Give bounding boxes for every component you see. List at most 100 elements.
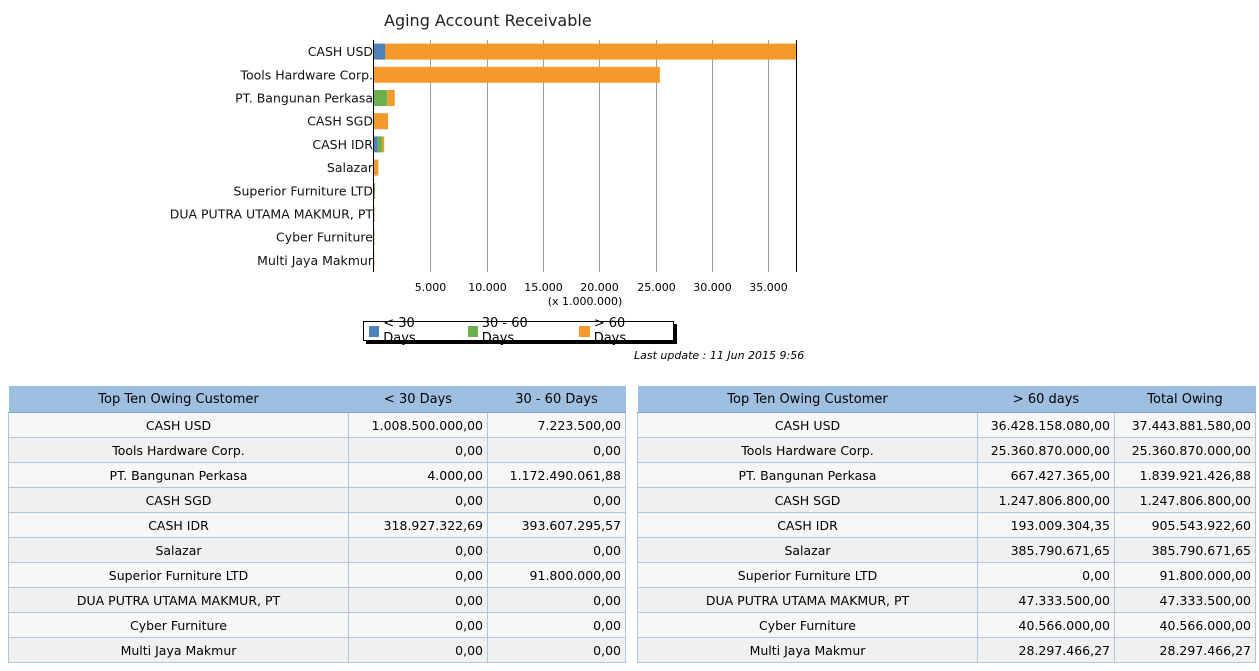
table-row[interactable]: DUA PUTRA UTAMA MAKMUR, PT 0,00 0,00: [8, 587, 626, 613]
amount-cell: 0,00: [348, 487, 488, 513]
amount-cell: 0,00: [487, 587, 626, 613]
customer-name-cell: Salazar: [637, 537, 978, 563]
amount-cell: 0,00: [487, 487, 626, 513]
last-update: Last update : 11 Jun 2015 9:56: [634, 349, 805, 362]
category-label: CASH USD: [308, 44, 373, 59]
table-row[interactable]: CASH SGD 1.247.806.800,00 1.247.806.800,00: [637, 487, 1256, 513]
table-row[interactable]: Tools Hardware Corp. 25.360.870.000,00 25.…: [637, 437, 1256, 463]
bar-segment[interactable]: [387, 90, 395, 106]
right-owing-table: Top Ten Owing Customer > 60 days Total O…: [637, 386, 1256, 663]
customer-name-cell: DUA PUTRA UTAMA MAKMUR, PT: [8, 587, 349, 613]
chart-x-unit-label: (x 1.000.000): [548, 295, 623, 308]
category-label: Tools Hardware Corp.: [239, 67, 373, 82]
bar-segment[interactable]: [374, 136, 378, 153]
legend-swatch: [369, 325, 380, 337]
customer-name-cell: Multi Jaya Makmur: [637, 637, 978, 663]
table-row[interactable]: CASH SGD 0,00 0,00: [8, 487, 626, 513]
customer-name-cell: Multi Jaya Makmur: [8, 637, 349, 663]
customer-name-cell: DUA PUTRA UTAMA MAKMUR, PT: [637, 587, 978, 613]
bar-segment[interactable]: [374, 182, 376, 199]
amount-cell: 7.223.500,00: [487, 412, 626, 438]
legend-item: < 30 Days: [369, 316, 447, 346]
category-label: DUA PUTRA UTAMA MAKMUR, PT: [170, 207, 374, 222]
x-tick-label: 30.000: [693, 281, 732, 294]
column-header-customer[interactable]: Top Ten Owing Customer: [637, 386, 978, 413]
customer-name-cell: CASH USD: [637, 412, 978, 438]
table-row[interactable]: Superior Furniture LTD 0,00 91.800.000,00: [8, 562, 626, 588]
table-row[interactable]: PT. Bangunan Perkasa 4.000,00 1.172.490.06…: [8, 462, 626, 488]
customer-name-cell: Tools Hardware Corp.: [637, 437, 978, 463]
amount-cell: 28.297.466,27: [977, 637, 1115, 663]
left-owing-table: Top Ten Owing Customer < 30 Days 30 - 60…: [8, 386, 626, 663]
customer-name-cell: Cyber Furniture: [637, 612, 978, 638]
bar-segment[interactable]: [374, 159, 379, 176]
table-row[interactable]: PT. Bangunan Perkasa 667.427.365,00 1.839.…: [637, 462, 1256, 488]
amount-cell: 47.333.500,00: [1114, 587, 1256, 613]
table-row[interactable]: CASH IDR 318.927.322,69 393.607.295,57: [8, 512, 626, 538]
amount-cell: 0,00: [348, 562, 488, 588]
amount-cell: 91.800.000,00: [487, 562, 626, 588]
table-row[interactable]: Multi Jaya Makmur 28.297.466,27 28.297.466…: [637, 637, 1256, 663]
amount-cell: 393.607.295,57: [487, 512, 626, 538]
bar-segment[interactable]: [374, 43, 386, 60]
bar-segment[interactable]: [377, 136, 383, 153]
amount-cell: 28.297.466,27: [1114, 637, 1256, 663]
category-label: PT. Bangunan Perkasa: [235, 91, 373, 106]
legend-label: > 60 Days: [593, 316, 627, 346]
legend-item: 30 - 60 Days: [467, 316, 559, 346]
x-tick-label: 5.000: [415, 281, 447, 294]
table-row[interactable]: Salazar 385.790.671,65 385.790.671,65: [637, 537, 1256, 563]
column-header-total-owing[interactable]: Total Owing: [1114, 386, 1256, 413]
amount-cell: 0,00: [487, 437, 626, 463]
amount-cell: 0,00: [348, 637, 488, 663]
amount-cell: 0,00: [348, 537, 488, 563]
table-row[interactable]: Cyber Furniture 0,00 0,00: [8, 612, 626, 638]
customer-name-cell: CASH SGD: [8, 487, 349, 513]
bar-segment[interactable]: [374, 113, 389, 130]
chart-category-labels: CASH USD Tools Hardware Corp. PT. Bangunan…: [170, 44, 374, 268]
amount-cell: 4.000,00: [348, 462, 488, 488]
amount-cell: 0,00: [487, 637, 626, 663]
amount-cell: 40.566.000,00: [977, 612, 1115, 638]
bar-segment[interactable]: [374, 206, 375, 222]
table-row[interactable]: Multi Jaya Makmur 0,00 0,00: [8, 637, 626, 663]
bar-segment[interactable]: [382, 136, 385, 153]
column-header-customer[interactable]: Top Ten Owing Customer: [8, 386, 349, 413]
bar-segment[interactable]: [385, 43, 796, 60]
bar-segment[interactable]: [374, 90, 388, 106]
category-label: Salazar: [327, 160, 374, 175]
amount-cell: 47.333.500,00: [977, 587, 1115, 613]
amount-cell: 193.009.304,35: [977, 512, 1115, 538]
table-row[interactable]: DUA PUTRA UTAMA MAKMUR, PT 47.333.500,00 4…: [637, 587, 1256, 613]
column-header-30-60[interactable]: 30 - 60 Days: [487, 386, 626, 413]
table-row[interactable]: CASH USD 1.008.500.000,00 7.223.500,00: [8, 412, 626, 438]
amount-cell: 0,00: [487, 612, 626, 638]
customer-name-cell: Superior Furniture LTD: [637, 562, 978, 588]
amount-cell: 0,00: [348, 612, 488, 638]
legend-swatch: [467, 325, 478, 337]
amount-cell: 318.927.322,69: [348, 512, 488, 538]
table-row[interactable]: Tools Hardware Corp. 0,00 0,00: [8, 437, 626, 463]
x-tick-label: 20.000: [580, 281, 619, 294]
column-header-over-60[interactable]: > 60 days: [977, 386, 1115, 413]
customer-name-cell: CASH IDR: [637, 512, 978, 538]
table-row[interactable]: CASH IDR 193.009.304,35 905.543.922,60: [637, 512, 1256, 538]
column-header-under-30[interactable]: < 30 Days: [348, 386, 488, 413]
table-row[interactable]: CASH USD 36.428.158.080,00 37.443.881.580,…: [637, 412, 1256, 438]
x-tick-label: 35.000: [749, 281, 788, 294]
amount-cell: 905.543.922,60: [1114, 512, 1256, 538]
table-row[interactable]: Superior Furniture LTD 0,00 91.800.000,00: [637, 562, 1256, 588]
amount-cell: 0,00: [348, 437, 488, 463]
category-label: Multi Jaya Makmur: [257, 253, 374, 268]
bar-segment[interactable]: [374, 66, 660, 83]
amount-cell: 667.427.365,00: [977, 462, 1115, 488]
aging-chart: Aging Account Receivable CASH USD Tools H…: [170, 11, 797, 308]
chart-legend: < 30 Days 30 - 60 Days > 60 Days: [363, 316, 674, 346]
x-tick-label: 15.000: [524, 281, 563, 294]
amount-cell: 0,00: [977, 562, 1115, 588]
table-row[interactable]: Salazar 0,00 0,00: [8, 537, 626, 563]
table-row[interactable]: Cyber Furniture 40.566.000,00 40.566.000,0…: [637, 612, 1256, 638]
amount-cell: 1.172.490.061,88: [487, 462, 626, 488]
amount-cell: 1.008.500.000,00: [348, 412, 488, 438]
amount-cell: 1.247.806.800,00: [977, 487, 1115, 513]
